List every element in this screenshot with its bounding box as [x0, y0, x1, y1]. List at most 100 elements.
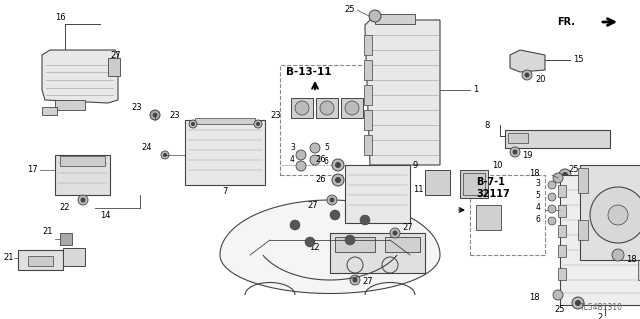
- Text: 4: 4: [535, 203, 540, 211]
- Bar: [364, 85, 372, 105]
- Circle shape: [513, 150, 517, 154]
- Bar: [63, 248, 85, 266]
- Text: 22: 22: [60, 203, 70, 211]
- Circle shape: [305, 237, 315, 247]
- Bar: [18, 250, 63, 270]
- Text: 23: 23: [131, 103, 142, 113]
- Circle shape: [575, 300, 580, 306]
- Text: B-7-1: B-7-1: [476, 177, 505, 187]
- Circle shape: [295, 101, 309, 115]
- Text: 5: 5: [535, 190, 540, 199]
- Circle shape: [572, 297, 584, 309]
- Text: 24: 24: [141, 144, 152, 152]
- Bar: [291, 98, 313, 118]
- Circle shape: [330, 210, 340, 220]
- Bar: [558, 205, 566, 217]
- Circle shape: [332, 174, 344, 186]
- Circle shape: [335, 162, 340, 167]
- Bar: [578, 220, 588, 240]
- Text: 25: 25: [344, 5, 355, 14]
- Circle shape: [548, 217, 556, 225]
- Bar: [460, 170, 488, 198]
- Circle shape: [525, 73, 529, 77]
- Text: 5: 5: [324, 144, 329, 152]
- Circle shape: [335, 177, 340, 182]
- Text: 4: 4: [290, 155, 295, 165]
- Text: 27: 27: [110, 50, 120, 60]
- Circle shape: [345, 101, 359, 115]
- Circle shape: [548, 181, 556, 189]
- Text: 21: 21: [3, 254, 14, 263]
- Circle shape: [590, 187, 640, 243]
- Text: FR.: FR.: [557, 17, 575, 27]
- Text: 25: 25: [554, 306, 565, 315]
- Text: TL54B1310: TL54B1310: [580, 303, 623, 313]
- Circle shape: [296, 161, 306, 171]
- Text: 1: 1: [473, 85, 478, 94]
- Bar: [345, 165, 410, 223]
- Bar: [558, 268, 566, 280]
- Circle shape: [161, 151, 169, 159]
- Bar: [60, 156, 105, 166]
- Text: 6: 6: [535, 214, 540, 224]
- Circle shape: [320, 101, 334, 115]
- Text: 7: 7: [222, 188, 228, 197]
- Circle shape: [191, 122, 195, 125]
- Circle shape: [81, 198, 85, 202]
- Circle shape: [150, 110, 160, 120]
- Circle shape: [153, 113, 157, 117]
- Text: 27: 27: [402, 224, 413, 233]
- Polygon shape: [42, 50, 118, 103]
- Text: 8: 8: [484, 121, 490, 130]
- Bar: [385, 237, 420, 252]
- Bar: [55, 100, 85, 110]
- Circle shape: [390, 228, 400, 238]
- Text: 27: 27: [307, 201, 318, 210]
- Circle shape: [350, 275, 360, 285]
- Text: 12: 12: [310, 243, 320, 253]
- Bar: [364, 35, 372, 55]
- Text: 2: 2: [597, 313, 603, 319]
- Bar: [42, 107, 57, 115]
- Bar: [28, 256, 53, 266]
- Text: 18: 18: [529, 168, 540, 177]
- Text: 11: 11: [413, 186, 424, 195]
- Circle shape: [608, 205, 628, 225]
- Text: 18: 18: [626, 256, 637, 264]
- Circle shape: [553, 173, 563, 183]
- Bar: [364, 135, 372, 155]
- Text: 23: 23: [270, 110, 280, 120]
- Bar: [580, 165, 640, 260]
- Bar: [195, 118, 255, 124]
- Bar: [508, 133, 528, 143]
- Bar: [505, 130, 610, 148]
- Bar: [108, 58, 120, 76]
- Circle shape: [510, 147, 520, 157]
- Bar: [638, 200, 640, 280]
- Circle shape: [254, 120, 262, 128]
- Bar: [330, 233, 425, 273]
- Circle shape: [522, 70, 532, 80]
- Circle shape: [330, 198, 334, 202]
- Circle shape: [548, 205, 556, 213]
- Text: B-13-11: B-13-11: [286, 67, 332, 77]
- Circle shape: [353, 278, 357, 282]
- Text: 9: 9: [413, 160, 418, 169]
- Circle shape: [332, 159, 344, 171]
- Bar: [558, 185, 566, 197]
- Text: 26: 26: [316, 175, 326, 184]
- Text: 15: 15: [573, 56, 584, 64]
- Text: 25: 25: [568, 166, 579, 174]
- Text: 26: 26: [316, 155, 326, 165]
- Circle shape: [290, 220, 300, 230]
- Bar: [364, 110, 372, 130]
- Circle shape: [563, 173, 568, 177]
- Text: 10: 10: [492, 160, 502, 169]
- Bar: [55, 155, 110, 195]
- Bar: [364, 60, 372, 80]
- Polygon shape: [510, 50, 545, 72]
- Circle shape: [163, 153, 166, 157]
- Circle shape: [559, 169, 571, 181]
- Bar: [335, 237, 375, 252]
- Bar: [476, 205, 501, 230]
